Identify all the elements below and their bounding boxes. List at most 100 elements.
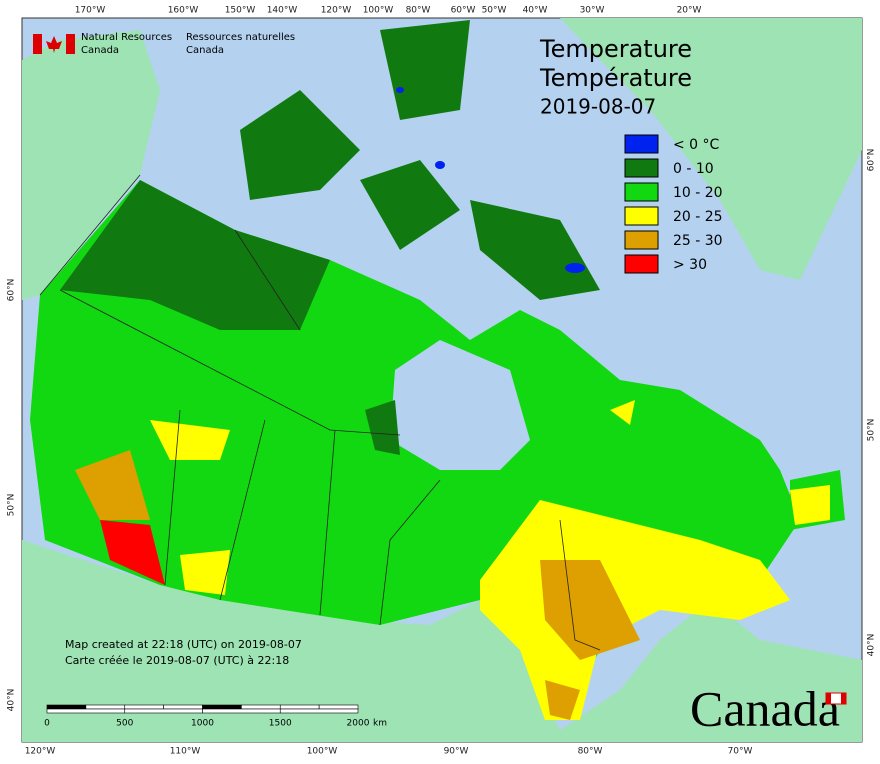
hudson-bay (390, 340, 530, 470)
zone (610, 400, 635, 425)
credit: Carte créée le 2019-08-07 (UTC) à 22:18 (65, 654, 289, 667)
legend-swatch (624, 206, 659, 226)
graticule-label: 20°W (677, 6, 702, 16)
scale-segment (202, 708, 281, 714)
legend-label: 10 - 20 (673, 185, 723, 201)
graticule-label: 100°W (307, 747, 338, 757)
scale-segment (85, 704, 126, 710)
scale-label: 1500 (269, 719, 292, 729)
graticule-label: 50°W (482, 6, 507, 16)
department: Ressources naturelles (186, 32, 295, 43)
department: Natural Resources (81, 32, 172, 43)
flag-bar (66, 34, 75, 54)
zone (790, 485, 830, 525)
graticule-label: 120°W (25, 747, 56, 757)
border (164, 409, 181, 586)
legend-swatch (624, 134, 659, 154)
graticule-label: 60°W (451, 6, 476, 16)
border (59, 289, 401, 436)
wordmark: Canada (690, 680, 840, 736)
zone (540, 560, 640, 660)
greenland (560, 18, 862, 280)
graticule-label: 50°N (7, 494, 17, 517)
zone (470, 200, 600, 300)
zone (150, 420, 230, 460)
scale-segment (318, 704, 359, 710)
credit: Map created at 22:18 (UTC) on 2019-08-07 (65, 638, 302, 651)
legend-swatch (624, 254, 659, 274)
legend-label: 25 - 30 (673, 233, 723, 249)
legend-label: < 0 °C (673, 137, 720, 153)
graticule-label: 60°N (867, 149, 877, 172)
graticule-label: 30°W (580, 6, 605, 16)
zone (435, 161, 445, 169)
graticule-label: 100°W (363, 6, 394, 16)
zone (565, 263, 585, 273)
scale-label: 2000 (347, 719, 370, 729)
graticule-label: 70°W (728, 747, 753, 757)
zone (240, 90, 360, 200)
department: Canada (186, 45, 224, 56)
scale-segment (163, 704, 203, 710)
graticule-label: 60°N (7, 279, 17, 302)
scale-unit: km (373, 719, 387, 729)
zone (360, 160, 460, 250)
scale-segment (241, 704, 281, 710)
graticule-label: 40°N (867, 634, 877, 657)
zone (100, 520, 165, 585)
scale-segment (124, 704, 164, 710)
scale-segment (279, 708, 359, 714)
graticule-label: 170°W (75, 6, 106, 16)
graticule-label: 120°W (321, 6, 352, 16)
scale-segment (46, 708, 126, 714)
boundaries (39, 174, 601, 651)
wordmark-flag (841, 693, 846, 704)
alaska (22, 30, 160, 300)
flag-leaf (46, 36, 62, 53)
scale-label: 500 (116, 719, 133, 729)
scale-segment (46, 704, 87, 710)
border (319, 429, 336, 616)
graticule-label: 80°W (406, 6, 431, 16)
scale-label: 1000 (191, 719, 214, 729)
graticule-label: 160°W (168, 6, 199, 16)
graticule-label: 110°W (170, 747, 201, 757)
wordmark-flag (826, 693, 831, 704)
legend-label: 0 - 10 (673, 161, 714, 177)
border (559, 519, 601, 651)
zone (480, 500, 790, 720)
border (219, 419, 266, 601)
legend-swatch (624, 158, 659, 178)
zone (365, 400, 400, 455)
graticule-label: 150°W (225, 6, 256, 16)
scale-segment (202, 704, 242, 710)
date: 2019-08-07 (540, 95, 656, 119)
scale-segment (124, 708, 203, 714)
graticule-label: 40°N (7, 689, 17, 712)
department: Canada (81, 45, 119, 56)
graticule-label: 80°W (578, 747, 603, 757)
graticule-label: 50°N (867, 419, 877, 442)
border (39, 174, 141, 296)
legend-label: > 30 (673, 257, 707, 273)
land (22, 18, 862, 742)
graticule-label: 140°W (267, 6, 298, 16)
legend-swatch (624, 182, 659, 202)
graticule-label: 90°W (444, 747, 469, 757)
zone (75, 450, 150, 520)
scale-label: 0 (44, 719, 50, 729)
border (379, 479, 441, 626)
scale-segment (279, 704, 320, 710)
usa (22, 540, 862, 742)
zone (180, 550, 230, 595)
border (234, 229, 301, 331)
zone (380, 20, 470, 120)
flag-bar (33, 34, 42, 54)
legend-label: 20 - 25 (673, 209, 723, 225)
zone (60, 180, 330, 330)
graticule-label: 40°W (523, 6, 548, 16)
zone (396, 87, 404, 93)
title: Temperature (539, 35, 692, 63)
zone (545, 680, 580, 720)
